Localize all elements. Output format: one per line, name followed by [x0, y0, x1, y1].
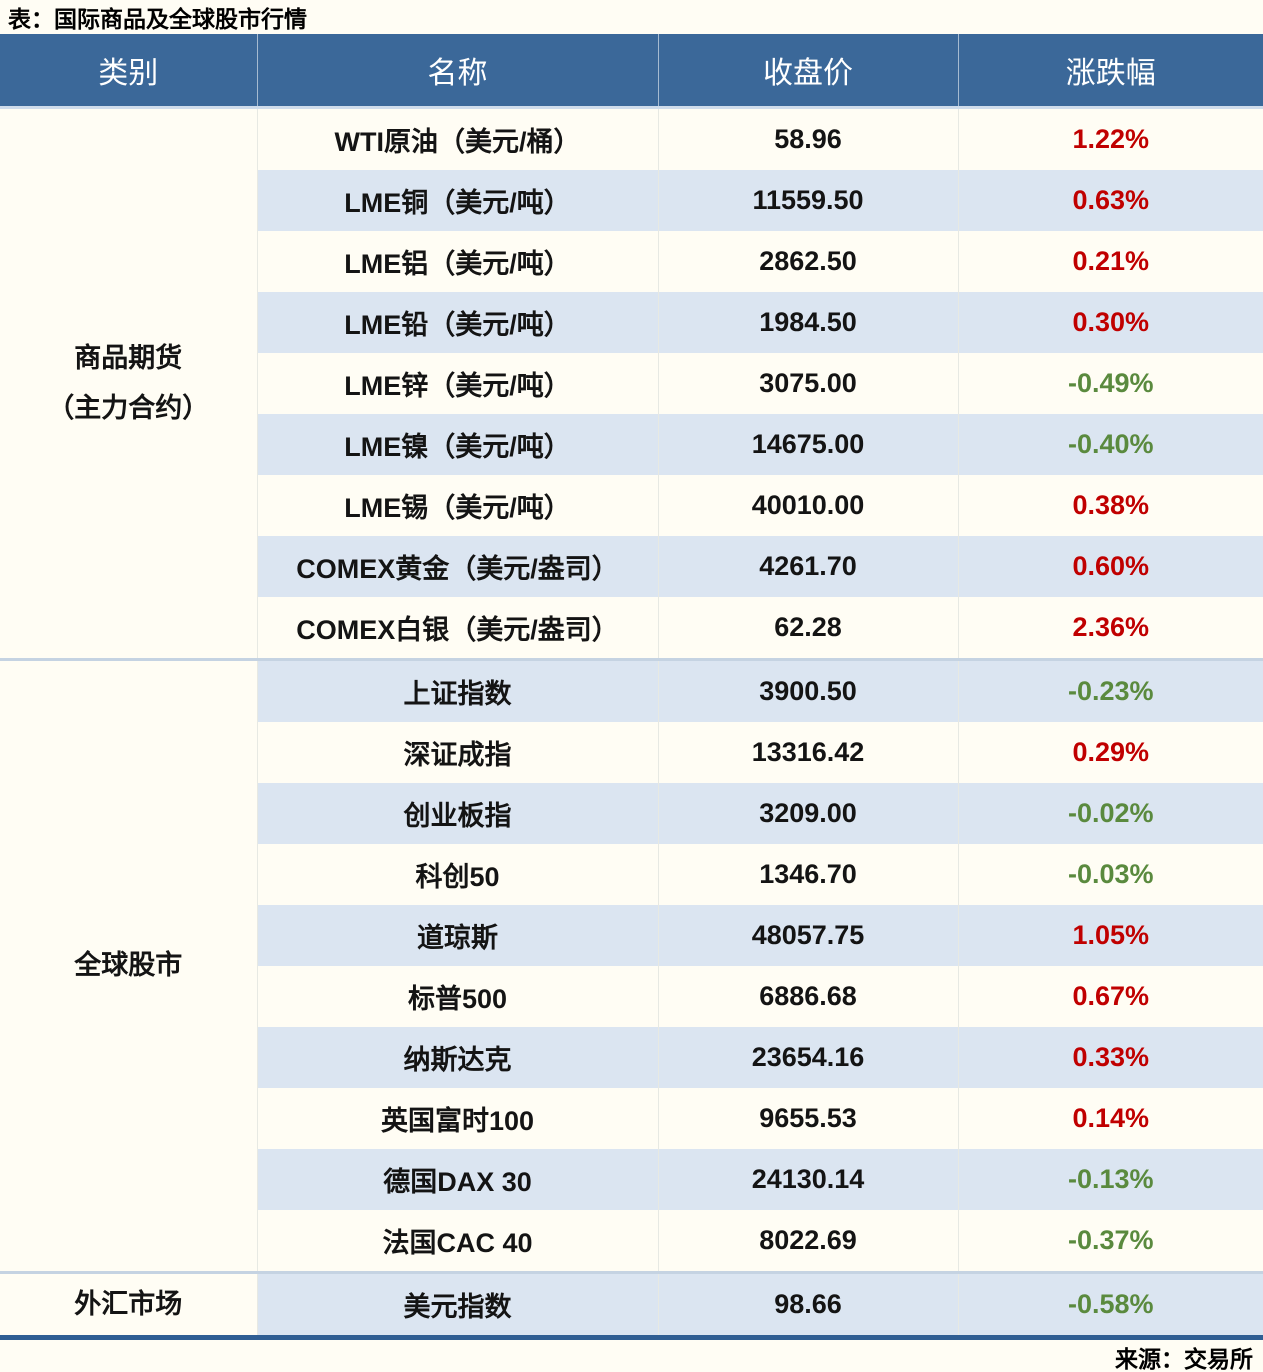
instrument-name: LME铅（美元/吨）: [256, 292, 658, 353]
change-percent: 0.38%: [957, 475, 1263, 536]
column-header-change: 涨跌幅: [957, 34, 1263, 109]
instrument-name: COMEX黄金（美元/盎司）: [256, 536, 658, 597]
change-percent: -0.40%: [957, 414, 1263, 475]
change-percent: -0.49%: [957, 353, 1263, 414]
instrument-name: LME铝（美元/吨）: [256, 231, 658, 292]
table-row: 法国CAC 40 8022.69 -0.37%: [0, 1210, 1263, 1273]
category-cell-forex: 外汇市场: [0, 1271, 257, 1338]
instrument-name: 纳斯达克: [256, 1027, 658, 1088]
instrument-name: 上证指数: [256, 658, 658, 722]
instrument-name: 道琼斯: [256, 905, 658, 966]
close-price: 11559.50: [657, 170, 958, 231]
close-price: 23654.16: [657, 1027, 958, 1088]
change-percent: -0.23%: [957, 658, 1263, 722]
change-percent: -0.02%: [957, 783, 1263, 844]
instrument-name: 深证成指: [256, 722, 658, 783]
instrument-name: 英国富时100: [256, 1088, 658, 1149]
table-title: 表：国际商品及全球股市行情: [8, 6, 307, 32]
table-row: LME锡（美元/吨） 40010.00 0.38%: [0, 475, 1263, 536]
instrument-name: 法国CAC 40: [256, 1210, 658, 1273]
close-price: 13316.42: [657, 722, 958, 783]
change-percent: 0.21%: [957, 231, 1263, 292]
table-row: COMEX白银（美元/盎司） 62.28 2.36%: [0, 597, 1263, 660]
table-row: 全球股市 上证指数 3900.50 -0.23%: [0, 658, 1263, 1273]
change-percent: 0.30%: [957, 292, 1263, 353]
change-percent: 0.60%: [957, 536, 1263, 597]
change-percent: 0.14%: [957, 1088, 1263, 1149]
instrument-name: 美元指数: [256, 1271, 658, 1338]
change-percent: 0.63%: [957, 170, 1263, 231]
instrument-name: LME锡（美元/吨）: [256, 475, 658, 536]
table-row: LME铜（美元/吨） 11559.50 0.63%: [0, 170, 1263, 231]
close-price: 58.96: [657, 107, 958, 170]
close-price: 1984.50: [657, 292, 958, 353]
change-percent: 0.29%: [957, 722, 1263, 783]
close-price: 3075.00: [657, 353, 958, 414]
instrument-name: LME铜（美元/吨）: [256, 170, 658, 231]
instrument-name: 科创50: [256, 844, 658, 905]
category-label-line: （主力合约）: [47, 392, 210, 423]
category-label-line: 商品期货: [74, 342, 183, 373]
change-percent: -0.58%: [957, 1271, 1263, 1338]
close-price: 6886.68: [657, 966, 958, 1027]
category-cell-global-stocks: 全球股市: [0, 658, 257, 1273]
instrument-name: LME镍（美元/吨）: [256, 414, 658, 475]
table-row: 英国富时100 9655.53 0.14%: [0, 1088, 1263, 1149]
close-price: 1346.70: [657, 844, 958, 905]
close-price: 48057.75: [657, 905, 958, 966]
change-percent: -0.03%: [957, 844, 1263, 905]
column-header-category: 类别: [0, 34, 257, 109]
instrument-name: WTI原油（美元/桶）: [256, 107, 658, 170]
category-label-line: 外汇市场: [74, 1288, 183, 1319]
close-price: 3209.00: [657, 783, 958, 844]
table-row: LME锌（美元/吨） 3075.00 -0.49%: [0, 353, 1263, 414]
change-percent: -0.37%: [957, 1210, 1263, 1273]
category-cell-commodities: 商品期货 （主力合约）: [0, 107, 257, 660]
close-price: 9655.53: [657, 1088, 958, 1149]
close-price: 98.66: [657, 1271, 958, 1338]
table-row: 纳斯达克 23654.16 0.33%: [0, 1027, 1263, 1088]
market-quotes-table: 类别 名称 收盘价 涨跌幅 商品期货 （主力合约） WTI原油（美元/桶） 58…: [0, 34, 1263, 1340]
table-row: 外汇市场 美元指数 98.66 -0.58%: [0, 1271, 1263, 1338]
change-percent: 2.36%: [957, 597, 1263, 660]
close-price: 8022.69: [657, 1210, 958, 1273]
table-row: LME铅（美元/吨） 1984.50 0.30%: [0, 292, 1263, 353]
table-row: 商品期货 （主力合约） WTI原油（美元/桶） 58.96 1.22%: [0, 107, 1263, 660]
table-row: COMEX黄金（美元/盎司） 4261.70 0.60%: [0, 536, 1263, 597]
close-price: 2862.50: [657, 231, 958, 292]
table-row: 标普500 6886.68 0.67%: [0, 966, 1263, 1027]
change-percent: 1.05%: [957, 905, 1263, 966]
table-row: LME镍（美元/吨） 14675.00 -0.40%: [0, 414, 1263, 475]
instrument-name: LME锌（美元/吨）: [256, 353, 658, 414]
close-price: 14675.00: [657, 414, 958, 475]
header-row: 类别 名称 收盘价 涨跌幅: [0, 34, 1263, 109]
source-note: 来源：交易所: [1115, 1346, 1253, 1372]
instrument-name: 标普500: [256, 966, 658, 1027]
instrument-name: 德国DAX 30: [256, 1149, 658, 1210]
table-row: 道琼斯 48057.75 1.05%: [0, 905, 1263, 966]
change-percent: 0.67%: [957, 966, 1263, 1027]
instrument-name: COMEX白银（美元/盎司）: [256, 597, 658, 660]
table-row: 德国DAX 30 24130.14 -0.13%: [0, 1149, 1263, 1210]
column-header-close: 收盘价: [657, 34, 958, 109]
change-percent: 1.22%: [957, 107, 1263, 170]
close-price: 3900.50: [657, 658, 958, 722]
column-header-name: 名称: [256, 34, 658, 109]
close-price: 4261.70: [657, 536, 958, 597]
close-price: 62.28: [657, 597, 958, 660]
close-price: 24130.14: [657, 1149, 958, 1210]
table-row: 创业板指 3209.00 -0.02%: [0, 783, 1263, 844]
table-row: LME铝（美元/吨） 2862.50 0.21%: [0, 231, 1263, 292]
category-label-line: 全球股市: [74, 950, 183, 981]
change-percent: -0.13%: [957, 1149, 1263, 1210]
table-row: 深证成指 13316.42 0.29%: [0, 722, 1263, 783]
table-row: 科创50 1346.70 -0.03%: [0, 844, 1263, 905]
instrument-name: 创业板指: [256, 783, 658, 844]
change-percent: 0.33%: [957, 1027, 1263, 1088]
close-price: 40010.00: [657, 475, 958, 536]
